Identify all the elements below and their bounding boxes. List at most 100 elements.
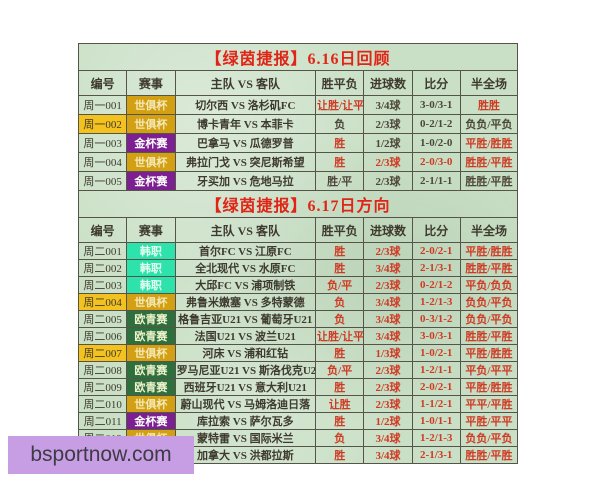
score-pick-cell: 1-0/2-0: [411, 133, 461, 153]
goals-pick-cell: 3/4球: [363, 95, 413, 115]
column-header: 编号: [77, 217, 128, 243]
match-row: 周二001 韩职 首尔FC VS 江原FC 胜 2/3球 2-0/2-1 平胜/胜胜: [77, 242, 519, 260]
half-full-pick-cell: 平胜/胜胜: [459, 378, 519, 396]
league-badge: 世俱杯: [126, 293, 176, 311]
score-pick-cell: 1-0/2-1: [411, 344, 461, 362]
watermark: bsportnow.com: [8, 436, 194, 474]
column-header: 比分: [411, 217, 461, 243]
league-badge: 世俱杯: [126, 95, 176, 115]
match-row: 周一004 世俱杯 弗拉门戈 VS 突尼斯希望胜 2/3球 2-0/3-0 胜胜/平胜: [77, 152, 519, 172]
goals-pick-cell: 3/4球: [363, 310, 413, 328]
league-badge: 世俱杯: [126, 395, 176, 413]
match-id-cell: 周二005: [77, 310, 128, 328]
half-full-pick-cell: 平平/平胜: [459, 395, 519, 413]
wdl-pick-cell: 胜: [315, 446, 365, 464]
wdl-pick-cell: 胜: [315, 152, 365, 172]
half-full-pick-cell: 平胜/胜胜: [459, 242, 519, 260]
match-id-cell: 周一002: [77, 114, 128, 134]
score-pick-cell: 2-1/1-1: [411, 171, 461, 191]
column-header: 编号: [77, 70, 128, 96]
match-row: 周二002 韩职 全北现代 VS 水原FC 胜 3/4球 2-1/3-1 胜胜/平胜: [77, 259, 519, 277]
wdl-pick-cell: 负: [315, 429, 365, 447]
league-badge: 金杯赛: [126, 171, 176, 191]
teams-cell: 罗马尼亚U21 VS 斯洛伐克U21: [174, 361, 317, 379]
column-header: 半全场: [459, 70, 519, 96]
match-row: 周二004 世俱杯 弗鲁米嫩塞 VS 多特蒙德负 3/4球 1-2/1-3 负负/平负: [77, 293, 519, 311]
predictions-board: 【绿茵捷报】6.16日回顾 编号 赛事 主队 VS 客队 胜平负 进球数 比分 半全场 周一00…: [77, 43, 519, 464]
half-full-pick-cell: 胜胜/平胜: [459, 152, 519, 172]
goals-pick-cell: 3/4球: [363, 327, 413, 345]
score-pick-cell: 3-0/3-1: [411, 327, 461, 345]
goals-pick-cell: 3/4球: [363, 293, 413, 311]
teams-cell: 西班牙U21 VS 意大利U21: [174, 378, 317, 396]
score-pick-cell: 2-1/3-1: [411, 259, 461, 277]
half-full-pick-cell: 胜胜/平胜: [459, 446, 519, 464]
teams-cell: 巴拿马 VS 瓜德罗普: [174, 133, 317, 153]
score-pick-cell: 0-2/1-2: [411, 276, 461, 294]
teams-cell: 格鲁吉亚U21 VS 葡萄牙U21: [174, 310, 317, 328]
league-badge: 世俱杯: [126, 344, 176, 362]
half-full-pick-cell: 负负/平负: [459, 429, 519, 447]
score-pick-cell: 0-2/1-2: [411, 114, 461, 134]
match-row: 周一003 金杯赛 巴拿马 VS 瓜德罗普胜 1/2球 1-0/2-0 平胜/胜胜: [77, 133, 519, 153]
goals-pick-cell: 1/2球: [363, 133, 413, 153]
goals-pick-cell: 3/4球: [363, 446, 413, 464]
goals-pick-cell: 2/3球: [363, 171, 413, 191]
section-title: 【绿茵捷报】6.17日方向: [78, 190, 518, 218]
half-full-pick-cell: 平胜/胜胜: [459, 344, 519, 362]
match-id-cell: 周一005: [77, 171, 128, 191]
half-full-pick-cell: 平胜/平平: [459, 412, 519, 430]
match-row: 周二007 世俱杯 河床 VS 浦和红钻胜 1/3球 1-0/2-1 平胜/胜胜: [77, 344, 519, 362]
score-pick-cell: 1-2/1-3: [411, 429, 461, 447]
goals-pick-cell: 2/3球: [363, 114, 413, 134]
match-id-cell: 周一001: [77, 95, 128, 115]
score-pick-cell: 2-0/2-1: [411, 378, 461, 396]
match-id-cell: 周二004: [77, 293, 128, 311]
match-id-cell: 周二006: [77, 327, 128, 345]
column-header: 比分: [411, 70, 461, 96]
league-badge: 欧青赛: [126, 361, 176, 379]
goals-pick-cell: 2/3球: [363, 276, 413, 294]
column-header: 主队 VS 客队: [174, 70, 317, 96]
section-title: 【绿茵捷报】6.16日回顾: [78, 43, 518, 71]
half-full-pick-cell: 负负/平负: [459, 114, 519, 134]
wdl-pick-cell: 胜: [315, 242, 365, 260]
goals-pick-cell: 2/3球: [363, 395, 413, 413]
match-row: 周一002 世俱杯 博卡青年 VS 本菲卡负 2/3球 0-2/1-2 负负/平负: [77, 114, 519, 134]
match-id-cell: 周二007: [77, 344, 128, 362]
score-pick-cell: 0-3/1-2: [411, 310, 461, 328]
match-id-cell: 周二010: [77, 395, 128, 413]
match-row: 周一001 世俱杯 切尔西 VS 洛杉矶FC 让胜/让平 3/4球 3-0/3-1 胜胜: [77, 95, 519, 115]
league-badge: 金杯赛: [126, 133, 176, 153]
teams-cell: 牙买加 VS 危地马拉: [174, 171, 317, 191]
wdl-pick-cell: 让胜/让平: [315, 95, 365, 115]
wdl-pick-cell: 胜: [315, 412, 365, 430]
column-header: 赛事: [126, 70, 176, 96]
score-pick-cell: 1-2/1-1: [411, 361, 461, 379]
wdl-pick-cell: 负/平: [315, 276, 365, 294]
teams-cell: 河床 VS 浦和红钻: [174, 344, 317, 362]
teams-cell: 弗拉门戈 VS 突尼斯希望: [174, 152, 317, 172]
teams-cell: 大邱FC VS 浦项制铁: [174, 276, 317, 294]
half-full-pick-cell: 胜胜: [459, 95, 519, 115]
predictions-table: 【绿茵捷报】6.16日回顾 编号 赛事 主队 VS 客队 胜平负 进球数 比分 半全场 周一00…: [77, 43, 519, 464]
score-pick-cell: 3-0/3-1: [411, 95, 461, 115]
score-pick-cell: 1-0/1-1: [411, 412, 461, 430]
wdl-pick-cell: 胜: [315, 344, 365, 362]
league-badge: 世俱杯: [126, 152, 176, 172]
goals-pick-cell: 3/4球: [363, 259, 413, 277]
score-pick-cell: 2-0/3-0: [411, 152, 461, 172]
teams-cell: 首尔FC VS 江原FC: [174, 242, 317, 260]
goals-pick-cell: 1/2球: [363, 412, 413, 430]
column-header: 进球数: [363, 217, 413, 243]
wdl-pick-cell: 让胜/让平: [315, 327, 365, 345]
wdl-pick-cell: 负: [315, 310, 365, 328]
league-badge: 欧青赛: [126, 327, 176, 345]
league-badge: 韩职: [126, 242, 176, 260]
teams-cell: 蔚山现代 VS 马姆洛迪日落: [174, 395, 317, 413]
half-full-pick-cell: 平负/负负: [459, 276, 519, 294]
score-pick-cell: 1-1/2-1: [411, 395, 461, 413]
score-pick-cell: 2-1/3-1: [411, 446, 461, 464]
column-header: 半全场: [459, 217, 519, 243]
score-pick-cell: 2-0/2-1: [411, 242, 461, 260]
